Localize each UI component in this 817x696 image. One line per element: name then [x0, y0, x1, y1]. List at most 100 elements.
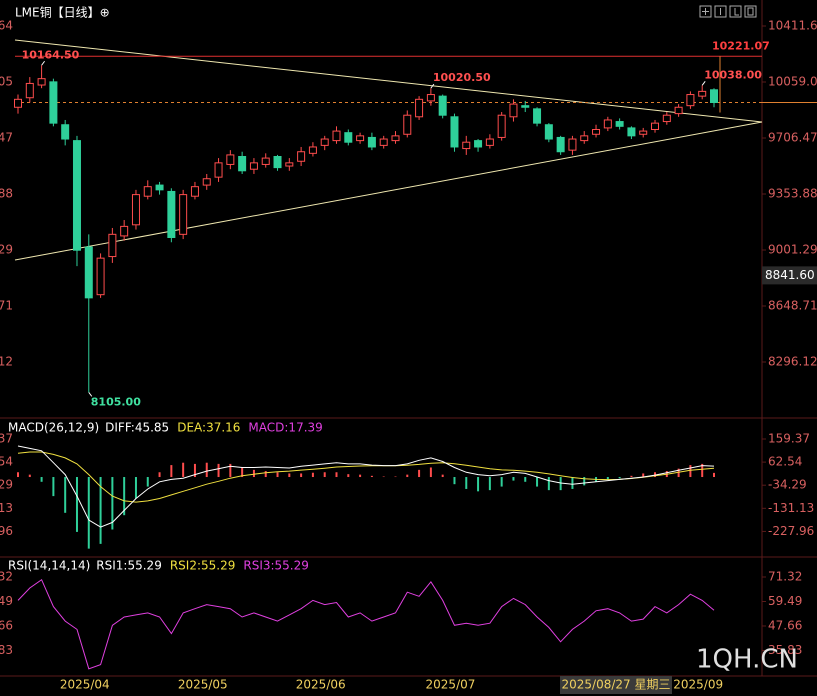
- candle-body: [415, 98, 424, 118]
- candle-body: [556, 136, 565, 153]
- y-tick-label-left: 8296.12: [0, 355, 13, 369]
- x-tick-label: 2025/09: [673, 678, 723, 692]
- candle-body: [49, 81, 58, 124]
- trend-line: [14, 39, 763, 123]
- tool-icon[interactable]: [714, 5, 727, 18]
- y-tick-label-left: -131.13: [0, 501, 13, 515]
- candle-body: [662, 114, 671, 123]
- y-tick-label: 62.54: [768, 455, 802, 469]
- candle-body: [320, 138, 329, 146]
- candle-body: [592, 128, 601, 135]
- legend-entry: RSI2:55.29: [170, 559, 236, 573]
- candle-body: [580, 135, 589, 142]
- candle-body: [438, 95, 447, 116]
- candle-body: [297, 151, 306, 162]
- candle-body: [509, 103, 518, 118]
- legend-entry: DEA:37.16: [177, 421, 240, 435]
- annotation-label: 10020.50: [433, 71, 491, 84]
- rsi-title: RSI(14,14,14): [8, 559, 90, 573]
- candle-body: [615, 121, 624, 127]
- y-tick-label: 10411.64: [768, 18, 817, 32]
- candle-body: [273, 155, 282, 169]
- candle-body: [25, 82, 34, 99]
- x-tick-label: 2025/05: [178, 678, 228, 692]
- y-tick-label: 159.37: [768, 431, 810, 445]
- candle-body: [651, 122, 660, 130]
- y-tick-label: 59.49: [768, 594, 802, 608]
- tool-icon[interactable]: [699, 5, 712, 18]
- y-tick-label: 9353.88: [768, 187, 817, 201]
- candle-body: [497, 114, 506, 138]
- candle-body: [344, 132, 353, 143]
- candle-body: [485, 138, 494, 146]
- annotation-label: 10164.50: [22, 48, 80, 61]
- candle-body: [533, 108, 542, 124]
- tool-icon[interactable]: [729, 5, 742, 18]
- y-tick-label-left: 10411.64: [0, 18, 13, 32]
- trend-line: [14, 121, 763, 261]
- y-tick-label: 35.83: [768, 643, 802, 657]
- annotation-pointer: [701, 81, 706, 86]
- candle-body: [37, 78, 46, 86]
- tool-icon[interactable]: [744, 5, 757, 18]
- annotation-pointer: [88, 392, 93, 397]
- dea-line: [17, 451, 715, 503]
- y-tick-label: 71.32: [768, 570, 802, 584]
- annotation-label: 8105.00: [91, 395, 141, 408]
- y-tick-label: 10059.05: [768, 74, 817, 88]
- candle-body: [674, 106, 683, 115]
- y-tick-label-left: 9353.88: [0, 187, 13, 201]
- candle-body: [143, 186, 152, 197]
- candle-body: [261, 157, 270, 165]
- y-tick-label-left: -34.29: [0, 478, 13, 492]
- y-tick-label-left: 59.49: [0, 594, 13, 608]
- annotation-label: 10038.00: [704, 68, 762, 81]
- candle-body: [308, 146, 317, 154]
- candle-body: [462, 141, 471, 150]
- y-tick-label-left: 8648.71: [0, 299, 13, 313]
- candle-body: [108, 233, 117, 258]
- legend-entry: RSI3:55.29: [243, 559, 309, 573]
- candle-body: [285, 162, 294, 167]
- candle-body: [96, 257, 105, 296]
- chart-title: LME铜【日线】⊕: [15, 5, 110, 20]
- cursor-price-box: [762, 266, 817, 285]
- candle-body: [202, 178, 211, 186]
- y-tick-label: -34.29: [768, 478, 807, 492]
- candle-body: [367, 136, 376, 148]
- candle-body: [61, 124, 70, 140]
- y-tick-label-left: 159.37: [0, 431, 13, 445]
- y-tick-label: 9706.47: [768, 131, 817, 145]
- cursor-price: 8841.60: [765, 268, 815, 282]
- x-tick-label: 2025/07: [426, 678, 476, 692]
- candle-body: [639, 130, 648, 135]
- y-tick-label-left: 35.83: [0, 643, 13, 657]
- candle-body: [426, 94, 435, 102]
- y-tick-label: 47.66: [768, 618, 802, 632]
- cursor-date: 2025/08/27 星期三: [562, 678, 671, 692]
- candle-body: [544, 124, 553, 140]
- x-tick-label: 2025/06: [296, 678, 346, 692]
- candle-body: [403, 114, 412, 135]
- candle-body: [568, 138, 577, 151]
- candle-body: [226, 154, 235, 165]
- legend-entry: RSI1:55.29: [96, 559, 162, 573]
- candle-body: [249, 162, 258, 170]
- candle-body: [356, 135, 365, 142]
- diff-line: [17, 445, 715, 528]
- toolbar[interactable]: [699, 5, 757, 18]
- candle-body: [450, 116, 459, 148]
- level-label: 10221.07: [712, 39, 770, 52]
- candle-body: [627, 127, 636, 137]
- candle-body: [698, 90, 707, 97]
- y-tick-label-left: -227.96: [0, 524, 13, 538]
- candle-body: [179, 194, 188, 235]
- candle-body: [686, 94, 695, 107]
- y-tick-label: -227.96: [768, 524, 814, 538]
- y-tick-label: 8296.12: [768, 355, 817, 369]
- macd-title: MACD(26,12,9): [8, 421, 99, 435]
- candle-body: [603, 119, 612, 129]
- y-tick-label: -131.13: [768, 501, 814, 515]
- candle-body: [379, 138, 388, 146]
